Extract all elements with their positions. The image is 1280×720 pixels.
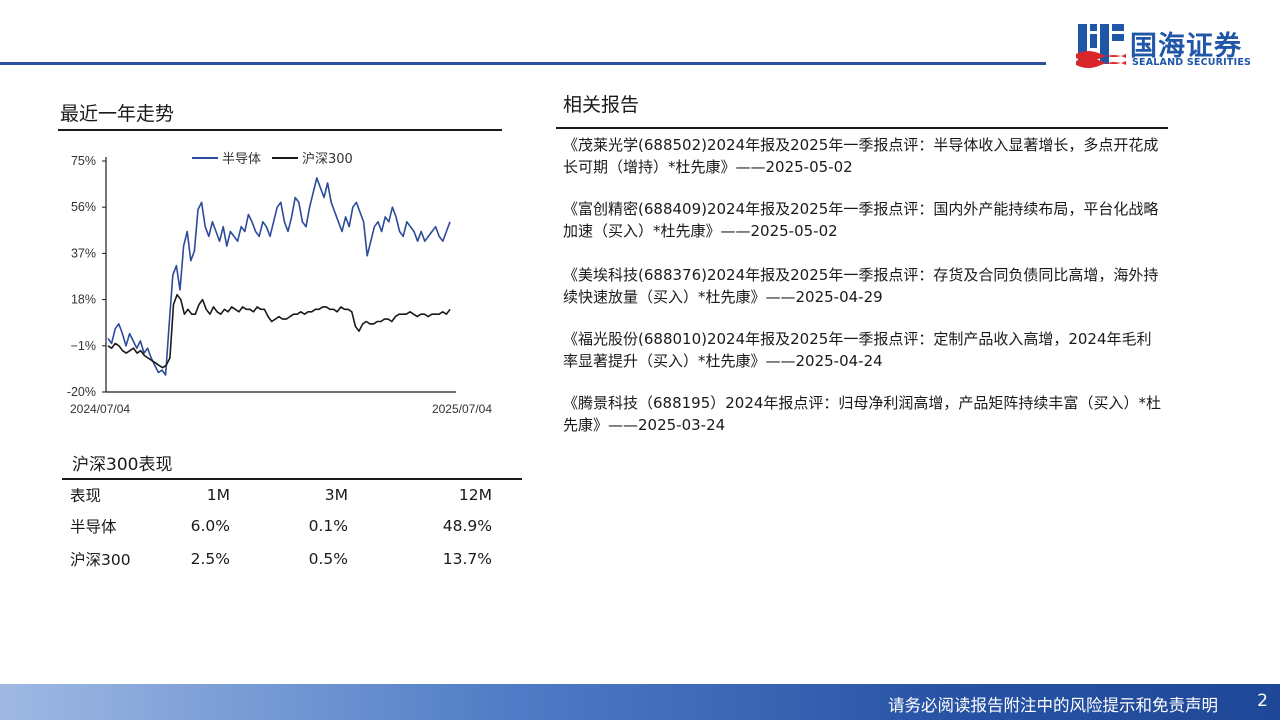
value-12m: 13.7% (442, 549, 492, 568)
sealand-logo-icon (1076, 24, 1126, 68)
performance-header-row: 表现 1M 3M 12M (62, 478, 522, 509)
header-cell: 12M (378, 478, 522, 509)
series-line-1 (107, 177, 451, 376)
performance-table: 表现 1M 3M 12M 半导体 6.0% 0.1% 48.9% 沪深300 2… (62, 478, 522, 575)
report-item: 《福光股份(688010)2024年报及2025年一季报点评：定制产品收入高增，… (563, 330, 1152, 370)
value-3m: 0.5% (308, 549, 348, 568)
performance-title: 沪深300表现 (72, 455, 173, 475)
x-tick-label: 2024/07/04 (70, 402, 130, 416)
y-tick-label: −1% (71, 339, 96, 353)
value-12m: 48.9% (442, 516, 492, 535)
legend-label: 沪深300 (302, 151, 353, 167)
value-3m: 0.1% (308, 516, 348, 535)
report-item: 《腾景科技（688195）2024年报点评：归母净利润高增，产品矩阵持续丰富（买… (563, 394, 1161, 434)
header-cell: 3M (260, 478, 378, 509)
series-line-2 (107, 293, 451, 369)
table-row: 沪深300 2.5% 0.5% 13.7% (62, 542, 522, 575)
reports-title-rule (556, 127, 1168, 129)
report-item: 《茂莱光学(688502)2024年报及2025年一季报点评：半导体收入显著增长… (563, 136, 1159, 176)
y-tick-label: 56% (71, 200, 96, 214)
row-name: 半导体 (70, 517, 117, 536)
y-tick-label: 75% (71, 154, 96, 168)
page-number: 2 (1257, 691, 1268, 711)
footer-bar: 请务必阅读报告附注中的风险提示和免责声明 2 (0, 684, 1280, 720)
report-item: 《美埃科技(688376)2024年报及2025年一季报点评：存货及合同负债同比… (563, 266, 1159, 306)
brand-name-cn: 国海证券 (1130, 31, 1242, 62)
report-item: 《富创精密(688409)2024年报及2025年一季报点评：国内外产能持续布局… (563, 200, 1159, 240)
table-row: 半导体 6.0% 0.1% 48.9% (62, 509, 522, 542)
header-cell: 表现 (62, 478, 180, 509)
footer-disclaimer: 请务必阅读报告附注中的风险提示和免责声明 (888, 696, 1218, 715)
reports-title: 相关报告 (563, 94, 640, 116)
y-tick-label: -20% (67, 385, 96, 399)
row-name: 沪深300 (70, 550, 131, 569)
value-1m: 6.0% (190, 516, 230, 535)
header-cell: 1M (180, 478, 260, 509)
value-1m: 2.5% (190, 549, 230, 568)
brand-name-en: SEALAND SECURITIES (1132, 57, 1252, 68)
y-tick-label: 18% (71, 293, 96, 307)
x-tick-label: 2025/07/04 (432, 402, 492, 416)
y-tick-label: 37% (71, 246, 96, 260)
trend-chart: 75% 56% 37% 18% −1% -20% 2024/07/04 2025/07/04 半… (67, 151, 493, 416)
reports-list: 《茂莱光学(688502)2024年报及2025年一季报点评：半导体收入显著增长… (563, 134, 1163, 456)
header-rule (0, 62, 1046, 65)
trend-title: 最近一年走势 (60, 103, 175, 125)
brand-logo: 国海证券 SEALAND SECURITIES (1076, 20, 1266, 72)
trend-title-rule (58, 129, 502, 131)
legend-label: 半导体 (222, 152, 261, 167)
